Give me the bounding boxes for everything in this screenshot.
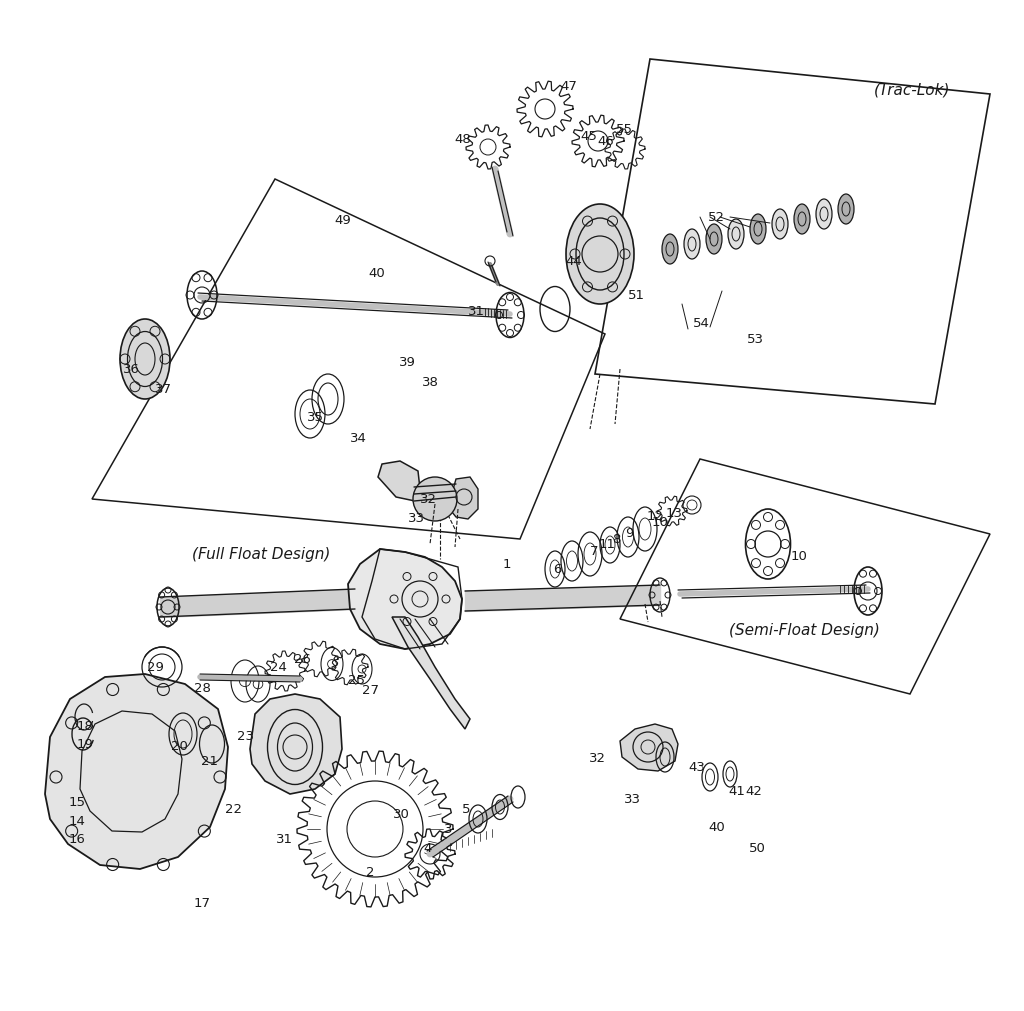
Text: 44: 44 bbox=[565, 255, 582, 267]
Text: 55: 55 bbox=[616, 123, 633, 135]
Text: 21: 21 bbox=[202, 754, 218, 766]
Text: 51: 51 bbox=[629, 289, 645, 301]
Text: 37: 37 bbox=[156, 383, 172, 395]
Text: 31: 31 bbox=[468, 305, 484, 317]
Ellipse shape bbox=[684, 229, 700, 260]
Polygon shape bbox=[620, 724, 678, 771]
Polygon shape bbox=[449, 477, 478, 520]
Polygon shape bbox=[348, 549, 462, 649]
Text: 34: 34 bbox=[350, 432, 367, 444]
Text: 16: 16 bbox=[69, 833, 85, 845]
Ellipse shape bbox=[120, 319, 170, 399]
Text: 20: 20 bbox=[171, 740, 187, 752]
Text: 39: 39 bbox=[399, 356, 416, 368]
Text: 32: 32 bbox=[589, 752, 605, 764]
Text: 26: 26 bbox=[294, 653, 310, 665]
Text: 30: 30 bbox=[393, 808, 410, 820]
Text: 25: 25 bbox=[348, 673, 365, 685]
Ellipse shape bbox=[838, 195, 854, 224]
Circle shape bbox=[413, 477, 457, 522]
Ellipse shape bbox=[794, 205, 810, 235]
Text: 53: 53 bbox=[748, 333, 764, 345]
Text: 36: 36 bbox=[123, 363, 139, 375]
Text: 17: 17 bbox=[194, 897, 210, 909]
Text: 33: 33 bbox=[625, 793, 641, 805]
Text: 38: 38 bbox=[422, 376, 438, 388]
Text: 45: 45 bbox=[581, 130, 597, 143]
Text: 8: 8 bbox=[612, 533, 621, 545]
Ellipse shape bbox=[566, 205, 634, 304]
Ellipse shape bbox=[706, 224, 722, 255]
Text: 50: 50 bbox=[750, 841, 766, 853]
Text: 47: 47 bbox=[560, 80, 577, 92]
Text: 41: 41 bbox=[729, 785, 745, 797]
Text: 2: 2 bbox=[367, 865, 375, 878]
Text: 22: 22 bbox=[225, 803, 242, 815]
Text: 27: 27 bbox=[362, 683, 379, 696]
Text: 40: 40 bbox=[709, 821, 725, 833]
Text: 15: 15 bbox=[69, 796, 85, 808]
Text: 35: 35 bbox=[307, 411, 324, 424]
Polygon shape bbox=[250, 695, 342, 795]
Text: 7: 7 bbox=[590, 545, 598, 557]
Polygon shape bbox=[45, 674, 228, 869]
Text: 52: 52 bbox=[709, 211, 725, 223]
Ellipse shape bbox=[772, 210, 788, 240]
Text: (Full Float Design): (Full Float Design) bbox=[193, 547, 331, 562]
Text: 54: 54 bbox=[693, 317, 710, 330]
Text: 28: 28 bbox=[195, 681, 211, 694]
Text: 5: 5 bbox=[462, 803, 470, 815]
Text: 10: 10 bbox=[652, 516, 669, 528]
Text: 24: 24 bbox=[270, 661, 287, 673]
Text: 14: 14 bbox=[69, 815, 85, 827]
Polygon shape bbox=[378, 462, 420, 501]
Text: 31: 31 bbox=[276, 833, 293, 845]
Text: 46: 46 bbox=[598, 135, 614, 148]
Text: 19: 19 bbox=[77, 738, 93, 750]
Text: 48: 48 bbox=[455, 133, 471, 146]
Text: 13: 13 bbox=[666, 507, 682, 519]
Text: 9: 9 bbox=[626, 527, 634, 539]
Text: 6: 6 bbox=[553, 563, 561, 575]
Text: 42: 42 bbox=[745, 785, 762, 797]
Text: 43: 43 bbox=[688, 760, 705, 772]
Text: 12: 12 bbox=[647, 510, 664, 522]
Text: 49: 49 bbox=[335, 214, 351, 226]
Text: 11: 11 bbox=[599, 538, 615, 550]
Ellipse shape bbox=[750, 214, 766, 245]
Text: 1: 1 bbox=[503, 558, 511, 570]
Text: 40: 40 bbox=[369, 267, 385, 279]
Text: (Trac-Lok): (Trac-Lok) bbox=[873, 83, 950, 97]
Text: 29: 29 bbox=[147, 661, 164, 673]
Text: 3: 3 bbox=[444, 823, 453, 835]
Text: 33: 33 bbox=[409, 512, 425, 524]
Polygon shape bbox=[392, 618, 470, 729]
Text: 10: 10 bbox=[791, 550, 807, 562]
Ellipse shape bbox=[728, 219, 744, 250]
Text: 18: 18 bbox=[77, 720, 93, 732]
Ellipse shape bbox=[816, 200, 833, 229]
Text: 32: 32 bbox=[420, 493, 436, 506]
Text: (Semi-Float Design): (Semi-Float Design) bbox=[729, 622, 880, 637]
Ellipse shape bbox=[662, 235, 678, 265]
Text: 23: 23 bbox=[238, 730, 254, 742]
Text: 4: 4 bbox=[424, 841, 432, 853]
